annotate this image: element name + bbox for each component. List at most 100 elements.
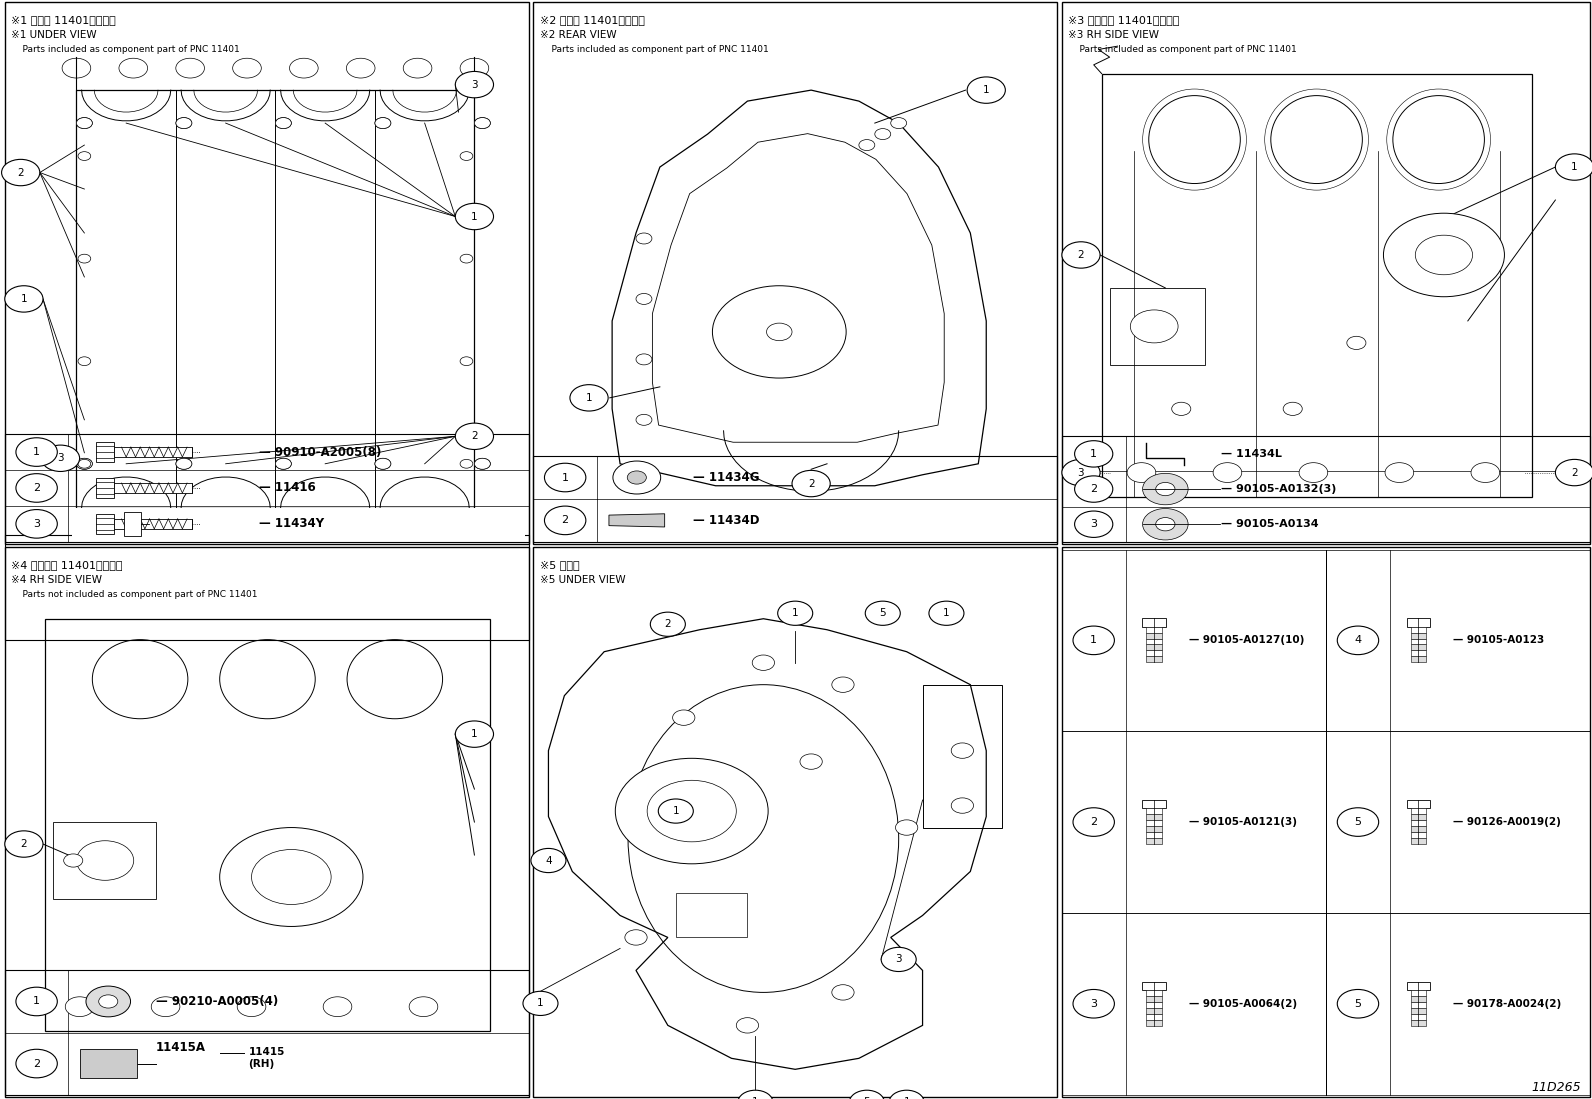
- Text: 2: 2: [664, 619, 672, 630]
- Circle shape: [801, 754, 823, 769]
- Text: Parts not included as component part of PNC 11401: Parts not included as component part of …: [11, 590, 258, 599]
- Circle shape: [1337, 626, 1379, 655]
- Bar: [1062, 731, 1326, 913]
- Text: 3: 3: [895, 954, 903, 965]
- Text: 3: 3: [1091, 519, 1097, 530]
- Circle shape: [544, 463, 586, 492]
- Bar: [1146, 996, 1162, 1002]
- Circle shape: [777, 601, 814, 625]
- Circle shape: [888, 1090, 923, 1099]
- Text: 11415
(RH): 11415 (RH): [248, 1047, 285, 1069]
- Circle shape: [474, 118, 490, 129]
- Circle shape: [673, 710, 696, 725]
- Circle shape: [1471, 463, 1500, 482]
- Bar: [1110, 288, 1205, 365]
- Bar: [677, 893, 748, 937]
- Bar: [1326, 731, 1590, 913]
- Text: Parts included as component part of PNC 11401: Parts included as component part of PNC …: [1068, 45, 1297, 54]
- Circle shape: [1075, 441, 1113, 467]
- Circle shape: [570, 385, 608, 411]
- Text: 5: 5: [1355, 999, 1361, 1009]
- Bar: [1146, 820, 1162, 826]
- Circle shape: [76, 458, 92, 469]
- Circle shape: [177, 458, 193, 469]
- Text: 1: 1: [471, 729, 478, 740]
- Text: 2: 2: [1078, 249, 1084, 260]
- Circle shape: [89, 1056, 111, 1072]
- Text: Parts included as component part of PNC 11401: Parts included as component part of PNC …: [11, 45, 240, 54]
- Bar: [1411, 1013, 1426, 1020]
- Text: 2: 2: [33, 1058, 40, 1068]
- Circle shape: [76, 841, 134, 880]
- Text: — 90105-A0064(2): — 90105-A0064(2): [1189, 999, 1297, 1009]
- Bar: [1411, 832, 1426, 839]
- Bar: [1411, 814, 1426, 820]
- Bar: [1146, 814, 1162, 820]
- Circle shape: [659, 799, 694, 823]
- Bar: [1407, 619, 1431, 626]
- Polygon shape: [610, 514, 665, 528]
- Circle shape: [220, 828, 363, 926]
- Bar: [1326, 913, 1590, 1095]
- Text: ※3 RH SIDE VIEW: ※3 RH SIDE VIEW: [1068, 30, 1159, 41]
- Text: 1: 1: [537, 998, 544, 1009]
- Text: 1: 1: [21, 293, 27, 304]
- Circle shape: [613, 460, 661, 495]
- Circle shape: [627, 470, 646, 484]
- Bar: [1411, 644, 1426, 651]
- Text: — 90105-A0127(10): — 90105-A0127(10): [1189, 635, 1304, 645]
- Circle shape: [882, 947, 915, 972]
- Circle shape: [1283, 402, 1302, 415]
- Bar: [1143, 800, 1167, 809]
- Text: — 90126-A0019(2): — 90126-A0019(2): [1453, 817, 1562, 828]
- Text: 5: 5: [1355, 817, 1361, 828]
- Text: 1: 1: [942, 608, 950, 619]
- Circle shape: [866, 601, 901, 625]
- Bar: [113, 447, 193, 457]
- Text: 2: 2: [1091, 817, 1097, 828]
- Circle shape: [376, 458, 392, 469]
- Text: ※1 下面視 11401の構成内: ※1 下面視 11401の構成内: [11, 14, 116, 25]
- Circle shape: [713, 286, 847, 378]
- Bar: [1411, 820, 1426, 826]
- Text: ※5 UNDER VIEW: ※5 UNDER VIEW: [540, 575, 626, 586]
- Circle shape: [455, 203, 494, 230]
- Circle shape: [544, 506, 586, 535]
- Text: 1: 1: [1571, 162, 1578, 173]
- Circle shape: [952, 743, 974, 758]
- Circle shape: [78, 152, 91, 160]
- Text: 2: 2: [21, 839, 27, 850]
- Circle shape: [252, 850, 331, 904]
- Circle shape: [637, 354, 653, 365]
- Bar: [5, 535, 529, 640]
- Bar: [5, 434, 529, 542]
- Circle shape: [76, 118, 92, 129]
- Bar: [1411, 839, 1426, 844]
- Circle shape: [892, 118, 907, 129]
- Text: 3: 3: [57, 453, 64, 464]
- Bar: [5, 970, 529, 1095]
- Bar: [1146, 644, 1162, 651]
- Circle shape: [1555, 459, 1592, 486]
- Circle shape: [177, 118, 193, 129]
- Circle shape: [323, 997, 352, 1017]
- Text: — 90105-A0121(3): — 90105-A0121(3): [1189, 817, 1297, 828]
- Circle shape: [455, 71, 494, 98]
- Circle shape: [651, 612, 685, 636]
- Text: — 11434G: — 11434G: [693, 471, 759, 484]
- Circle shape: [376, 118, 392, 129]
- Text: Parts included as component part of PNC 11401: Parts included as component part of PNC …: [540, 45, 769, 54]
- Circle shape: [16, 987, 57, 1015]
- Circle shape: [177, 458, 193, 469]
- Circle shape: [1156, 518, 1175, 531]
- Bar: [1411, 990, 1426, 996]
- Text: 3: 3: [1078, 467, 1084, 478]
- Bar: [1146, 656, 1162, 663]
- Text: 5: 5: [863, 1097, 871, 1099]
- Circle shape: [876, 129, 892, 140]
- Bar: [1146, 809, 1162, 814]
- Bar: [72, 508, 525, 540]
- Circle shape: [1143, 509, 1188, 540]
- Bar: [1146, 1002, 1162, 1008]
- Text: ※4 RH SIDE VIEW: ※4 RH SIDE VIEW: [11, 575, 102, 586]
